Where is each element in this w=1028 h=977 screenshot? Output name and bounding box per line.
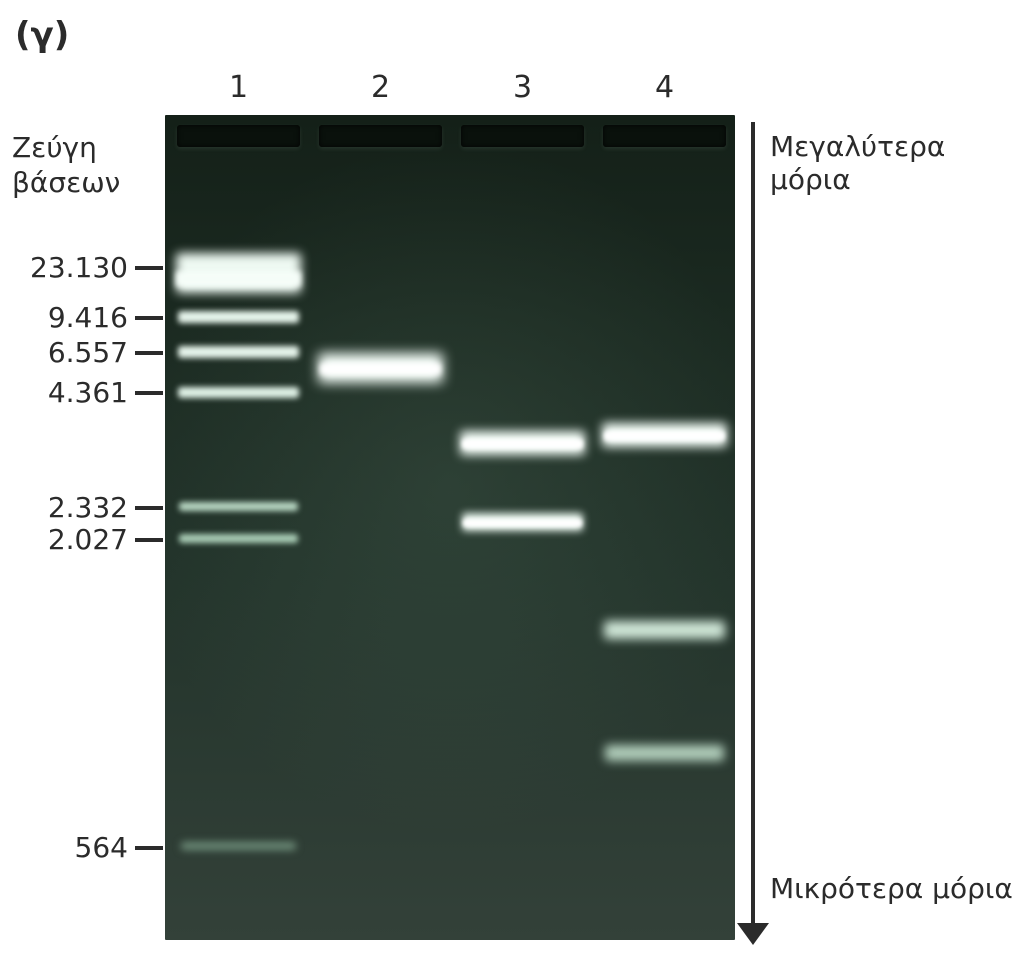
ladder-label: 2.332 — [0, 491, 128, 524]
gel-well — [603, 125, 726, 147]
gel-image — [165, 115, 735, 940]
gel-well — [177, 125, 300, 147]
gel-band — [181, 842, 296, 850]
gel-well — [319, 125, 442, 147]
gel-band — [605, 745, 724, 761]
migration-arrow — [751, 122, 755, 925]
ladder-label: 9.416 — [0, 301, 128, 334]
ladder-tick — [135, 538, 163, 542]
lane-number: 4 — [645, 70, 685, 105]
label-larger-molecules: Μεγαλύτερα μόρια — [770, 130, 1028, 196]
ladder-tick — [135, 316, 163, 320]
ladder-label: 6.557 — [0, 336, 128, 369]
gel-band — [178, 387, 300, 398]
ladder-label: 2.027 — [0, 523, 128, 556]
gel-band — [604, 621, 726, 639]
arrow-head-icon — [737, 923, 769, 945]
gel-band — [178, 346, 300, 358]
gel-band — [179, 502, 298, 511]
gel-band — [176, 271, 300, 287]
panel-label: (γ) — [15, 15, 69, 55]
ladder-tick — [135, 351, 163, 355]
gel-band — [179, 534, 298, 543]
gel-band — [604, 431, 726, 441]
gel-band — [320, 363, 442, 375]
ladder-axis-title: Ζεύγηβάσεων — [12, 130, 120, 200]
gel-well — [461, 125, 584, 147]
ladder-tick — [135, 266, 163, 270]
label-smaller-molecules: Μικρότερα μόρια — [770, 872, 1013, 905]
ladder-tick — [135, 391, 163, 395]
ladder-tick — [135, 506, 163, 510]
ladder-tick — [135, 846, 163, 850]
lane-number: 3 — [503, 70, 543, 105]
figure-panel: { "layout": { "page_width": 1028, "page_… — [0, 0, 1028, 977]
lane-number: 2 — [361, 70, 401, 105]
lane-number: 1 — [219, 70, 259, 105]
gel-band — [463, 519, 582, 527]
gel-band — [178, 311, 300, 323]
ladder-label: 564 — [0, 831, 128, 864]
ladder-label: 4.361 — [0, 376, 128, 409]
ladder-label: 23.130 — [0, 251, 128, 284]
gel-band — [462, 439, 584, 449]
